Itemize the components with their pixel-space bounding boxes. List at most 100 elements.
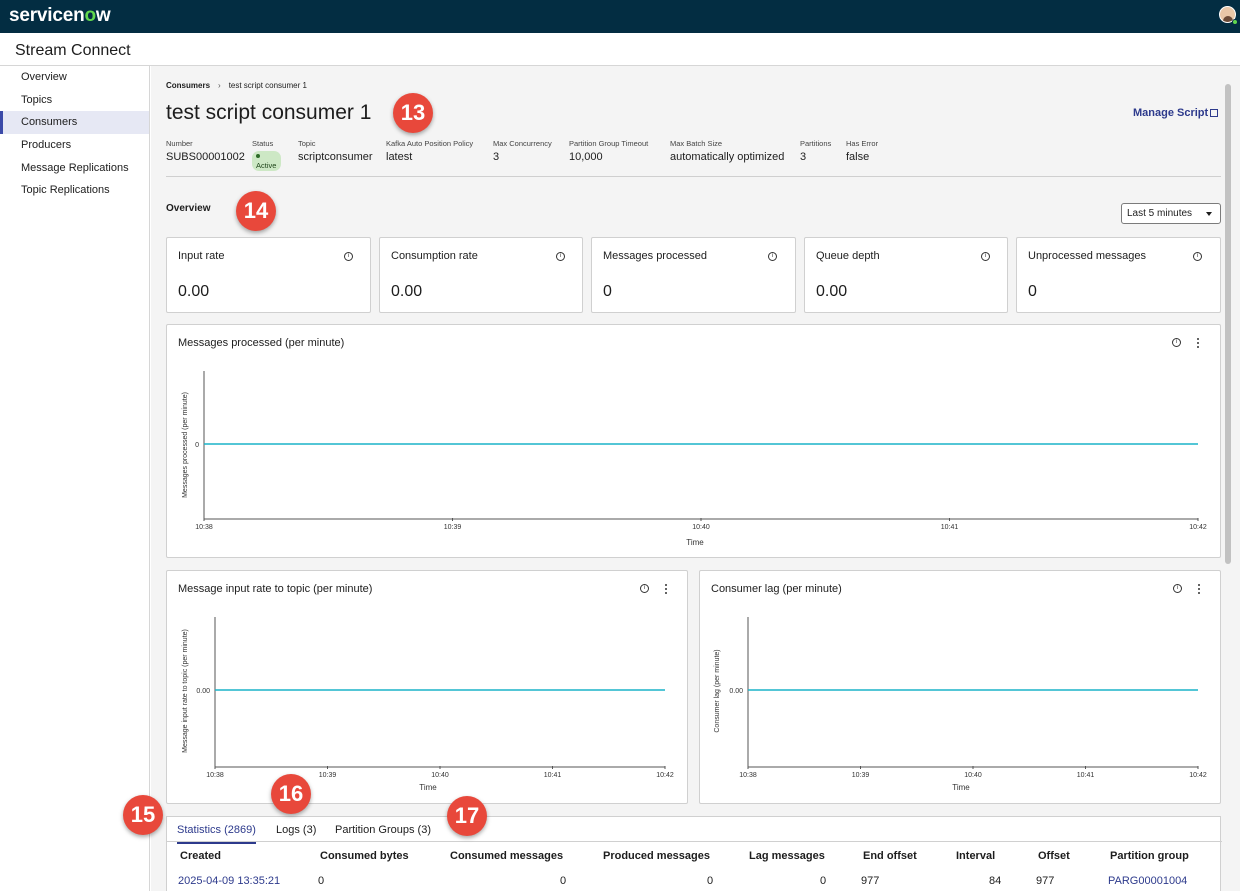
sidebar-item-topics[interactable]: Topics [21,93,53,106]
kpi-card-unprocessed-messages: Unprocessed messages i 0 [1016,237,1221,313]
sidebar-item-message-replications[interactable]: Message Replications [21,161,129,174]
tab-logs[interactable]: Logs (3) [276,824,317,836]
more-options-icon[interactable] [1198,584,1201,595]
x-tick-label: 10:42 [656,772,674,779]
sidebar-item-consumers[interactable]: Consumers [0,111,149,135]
callout-16: 16 [271,774,311,814]
sidebar-item-overview[interactable]: Overview [21,71,67,83]
field-partitions: Partitions 3 [800,139,832,163]
page-title: test script consumer 1 [166,101,372,124]
info-icon[interactable]: i [981,252,990,261]
table-cell-end-offset: 977 [861,875,880,887]
status-badge: Active [252,151,282,171]
x-tick-label: 10:38 [206,772,224,779]
header-divider [166,176,1221,177]
callout-14: 14 [236,191,276,231]
breadcrumb: Consumers › test script consumer 1 [166,81,307,90]
callout-17: 17 [447,796,487,836]
sidebar-item-producers[interactable]: Producers [21,139,72,152]
tab-statistics[interactable]: Statistics (2869) [177,824,256,844]
x-tick-label: 10:40 [692,524,710,531]
table-cell-created[interactable]: 2025-04-09 13:35:21 [178,875,281,887]
chart-message-input-rate: 0.00 10:38 10:39 10:40 10:41 10:42 Time Mess… [182,617,674,792]
x-tick-label: 10:41 [544,772,562,779]
table-cell-offset: 977 [1036,875,1055,887]
kpi-card-input-rate: Input rate i 0.00 [166,237,371,313]
presence-status-icon [1232,19,1238,25]
x-tick-label: 10:39 [444,524,462,531]
top-navigation-bar: servicenow [0,0,1240,33]
chart-consumer-lag: 0.00 10:38 10:39 10:40 10:41 10:42 Time Cons… [714,617,1207,792]
field-partition-group-timeout: Partition Group Timeout 10,000 [569,139,649,163]
table-cell-produced-messages: 0 [707,875,714,887]
column-header-lag-messages[interactable]: Lag messages [749,850,825,862]
table-cell-consumed-messages: 0 [560,875,567,887]
table-cell-interval: 84 [989,875,1002,887]
field-kafka-auto-position-policy: Kafka Auto Position Policy latest [386,139,474,163]
external-link-icon [1210,109,1219,117]
info-icon[interactable]: i [344,252,353,261]
sidebar-item-topic-replications[interactable]: Topic Replications [21,184,110,197]
kpi-card-queue-depth: Queue depth i 0.00 [804,237,1008,313]
info-icon[interactable]: i [1193,252,1202,261]
tabs-divider [167,841,1222,842]
overview-heading: Overview [166,203,211,214]
column-header-interval[interactable]: Interval [956,850,996,862]
app-title: Stream Connect [15,42,131,59]
column-header-end-offset[interactable]: End offset [863,850,917,862]
x-tick-label: 10:39 [319,772,337,779]
y-axis-title: Messages processed (per minute) [182,392,189,498]
chart-card-consumer-lag: Consumer lag (per minute) i 0.00 10:38 10… [699,570,1221,804]
kpi-card-consumption-rate: Consumption rate i 0.00 [379,237,583,313]
field-number: Number SUBS00001002 [166,139,245,163]
manage-script-link[interactable]: Manage Script [1133,107,1219,119]
breadcrumb-consumers-link[interactable]: Consumers [166,81,211,90]
status-dot-icon [256,154,260,158]
x-tick-label: 10:40 [431,772,449,779]
tab-partition-groups[interactable]: Partition Groups (3) [335,824,431,836]
x-tick-label: 10:39 [852,772,870,779]
x-tick-label: 10:38 [739,772,757,779]
related-lists: Statistics (2869) Logs (3) Partition Gro… [166,816,1222,891]
field-max-concurrency: Max Concurrency 3 [493,139,552,163]
field-topic: Topic scriptconsumer [298,139,373,163]
column-header-produced-messages[interactable]: Produced messages [603,850,710,862]
info-icon[interactable]: i [640,584,649,593]
column-header-consumed-bytes[interactable]: Consumed bytes [320,850,409,862]
y-tick-label: 0.00 [196,688,210,695]
table-cell-lag-messages: 0 [820,875,827,887]
column-header-partition-group[interactable]: Partition group [1110,850,1189,862]
x-axis-title: Time [686,538,704,547]
info-icon[interactable]: i [768,252,777,261]
column-header-created[interactable]: Created [180,850,221,862]
chart-card-message-input-rate: Message input rate to topic (per minute)… [166,570,688,804]
chart-messages-processed: 0 10:38 10:39 10:40 10:41 10:42 Time Message… [182,371,1207,547]
chevron-right-icon: › [218,81,221,90]
x-tick-label: 10:38 [195,524,213,531]
x-axis-title: Time [419,783,437,792]
x-tick-label: 10:42 [1189,524,1207,531]
vertical-scrollbar[interactable] [1225,84,1231,564]
kpi-card-messages-processed: Messages processed i 0 [591,237,796,313]
column-header-offset[interactable]: Offset [1038,850,1070,862]
table-cell-partition-group[interactable]: PARG00001004 [1108,875,1188,887]
time-range-select[interactable]: Last 5 minutes [1121,203,1221,224]
column-header-consumed-messages[interactable]: Consumed messages [450,850,564,862]
info-icon[interactable]: i [1172,338,1181,347]
more-options-icon[interactable] [665,584,668,595]
info-icon[interactable]: i [1173,584,1182,593]
more-options-icon[interactable] [1197,338,1200,349]
y-tick-label: 0.00 [729,688,743,695]
caret-down-icon [1206,212,1212,216]
callout-15: 15 [123,795,163,835]
x-tick-label: 10:40 [964,772,982,779]
y-axis-title: Message input rate to topic (per minute) [182,629,189,753]
servicenow-logo[interactable]: servicenow [9,5,111,26]
user-avatar[interactable] [1219,6,1236,23]
app-header: Stream Connect [0,33,1240,66]
breadcrumb-current: test script consumer 1 [228,81,307,90]
info-icon[interactable]: i [556,252,565,261]
chart-card-messages-processed: Messages processed (per minute) i 0 10:3… [166,324,1221,558]
x-axis-title: Time [952,783,970,792]
field-max-batch-size: Max Batch Size automatically optimized [670,139,785,163]
